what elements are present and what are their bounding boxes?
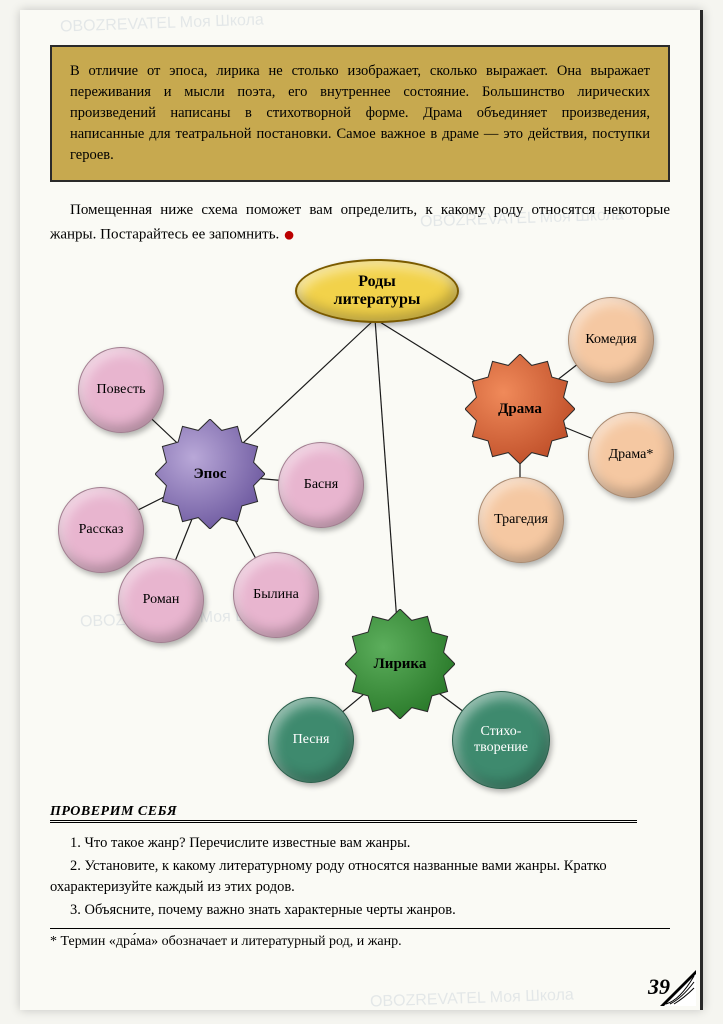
leaf-node: Повесть bbox=[78, 347, 164, 433]
hub-label: Лирика bbox=[374, 656, 427, 673]
intro-paragraph: Помещенная ниже схема поможет вам опреде… bbox=[50, 200, 670, 249]
section-title: ПРОВЕРИМ СЕБЯ bbox=[50, 804, 637, 823]
leaf-node: Былина bbox=[233, 552, 319, 638]
definition-box: В отличие от эпоса, лирика не столько из… bbox=[50, 45, 670, 182]
root-node: Роды литературы bbox=[295, 259, 459, 323]
corner-decoration-icon bbox=[660, 970, 696, 1006]
leaf-node: Роман bbox=[118, 557, 204, 643]
leaf-node: Комедия bbox=[568, 297, 654, 383]
hub-label: Драма bbox=[498, 401, 542, 418]
leaf-node: Басня bbox=[278, 442, 364, 528]
question-item: 3. Объясните, почему важно знать характе… bbox=[50, 900, 670, 920]
hub-node-drama: Драма bbox=[465, 354, 575, 464]
leaf-node: Стихо- творение bbox=[452, 691, 550, 789]
red-dot-icon: ● bbox=[283, 224, 295, 246]
questions-list: 1. Что такое жанр? Перечислите известные… bbox=[50, 833, 670, 920]
leaf-node: Рассказ bbox=[58, 487, 144, 573]
leaf-node: Драма* bbox=[588, 412, 674, 498]
intro-text: Помещенная ниже схема поможет вам опреде… bbox=[50, 202, 670, 242]
hub-node-epos: Эпос bbox=[155, 419, 265, 529]
hub-label: Эпос bbox=[194, 466, 227, 483]
footnote: * Термин «дра́ма» обозначает и литератур… bbox=[50, 928, 670, 950]
question-item: 1. Что такое жанр? Перечислите известные… bbox=[50, 833, 670, 853]
leaf-node: Трагедия bbox=[478, 477, 564, 563]
watermark: OBOZREVATEL Моя Школа bbox=[60, 11, 264, 36]
hub-node-lirika: Лирика bbox=[345, 609, 455, 719]
watermark: OBOZREVATEL Моя Школа bbox=[370, 986, 574, 1011]
genres-diagram: Роды литературы Эпос Драма Лирика Повесть Бас… bbox=[40, 259, 680, 789]
leaf-node: Песня bbox=[268, 697, 354, 783]
question-item: 2. Установите, к какому литературному ро… bbox=[50, 856, 670, 897]
definition-text: В отличие от эпоса, лирика не столько из… bbox=[70, 63, 650, 163]
